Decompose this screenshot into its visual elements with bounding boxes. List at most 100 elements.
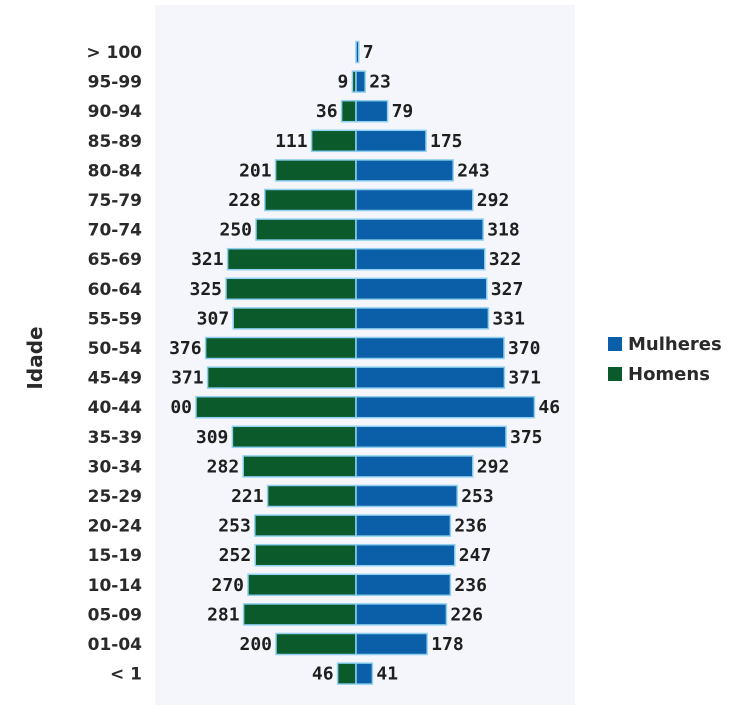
value-label-homens: 111 [275, 131, 308, 152]
age-label: 95-99 [88, 73, 142, 93]
bars-group [195, 40, 536, 685]
bar-mulheres [355, 603, 448, 626]
legend-label-homens: Homens [628, 364, 710, 385]
bar-homens [275, 632, 357, 656]
bar-homens [254, 514, 357, 537]
bar-homens [195, 395, 357, 419]
value-label-mulheres: 243 [457, 160, 490, 181]
bar-homens [336, 662, 357, 685]
bar-mulheres [355, 307, 490, 330]
value-label-mulheres: 7 [363, 42, 374, 63]
value-label-mulheres: 318 [487, 220, 520, 241]
value-label-mulheres: 371 [508, 368, 541, 389]
bar-mulheres [355, 455, 474, 478]
value-label-homens: 221 [231, 486, 264, 507]
bar-homens [340, 99, 357, 123]
age-label: 85-89 [88, 132, 142, 152]
value-label-homens: 250 [219, 220, 252, 241]
bar-homens [274, 159, 357, 182]
bar-mulheres [355, 99, 389, 123]
value-label-homens: 307 [197, 308, 230, 329]
value-label-mulheres: 46 [538, 397, 560, 418]
bar-mulheres [355, 336, 505, 360]
bar-homens [206, 366, 357, 389]
value-label-mulheres: 253 [461, 486, 494, 507]
category-labels: > 100 95-99 90-94 85-89 80-84 75-79 70-74 65-69… [86, 43, 142, 685]
bar-homens [225, 277, 357, 301]
bar-mulheres [355, 425, 507, 449]
age-label: 60-64 [88, 280, 143, 300]
bar-mulheres [355, 129, 427, 153]
bar-mulheres [355, 632, 428, 656]
bar-mulheres [355, 395, 536, 419]
value-label-mulheres: 247 [459, 545, 492, 566]
value-label-homens: 325 [189, 279, 222, 300]
value-label-homens: 00 [170, 397, 192, 418]
legend-swatch-mulheres [608, 337, 622, 351]
value-label-mulheres: 178 [431, 634, 464, 655]
age-label: 70-74 [88, 221, 143, 241]
legend-label-mulheres: Mulheres [628, 334, 722, 355]
value-label-mulheres: 175 [430, 131, 463, 152]
value-label-homens: 9 [338, 72, 349, 93]
age-label: 50-54 [88, 339, 143, 359]
bar-mulheres [355, 543, 456, 567]
value-label-mulheres: 41 [376, 664, 398, 685]
age-label: 35-39 [88, 428, 142, 448]
age-label: 01-04 [88, 635, 143, 655]
legend: Mulheres Homens [608, 334, 722, 385]
value-label-homens: 309 [196, 427, 229, 448]
bar-mulheres [355, 218, 484, 241]
value-label-mulheres: 236 [454, 516, 487, 537]
value-label-mulheres: 327 [491, 279, 524, 300]
value-label-homens: 252 [219, 545, 252, 566]
value-label-mulheres: 236 [454, 575, 487, 596]
age-label: 80-84 [88, 161, 143, 181]
value-label-homens: 282 [207, 456, 240, 477]
bar-homens [231, 425, 357, 449]
bar-mulheres [355, 247, 486, 271]
bar-mulheres [355, 188, 474, 212]
value-label-homens: 376 [169, 338, 202, 359]
value-label-mulheres: 331 [492, 308, 525, 329]
value-label-mulheres: 375 [510, 427, 543, 448]
value-label-mulheres: 79 [392, 101, 414, 122]
value-label-homens: 253 [218, 516, 251, 537]
value-label-homens: 46 [312, 664, 334, 685]
bar-mulheres [355, 484, 458, 508]
value-label-mulheres: 226 [450, 604, 483, 625]
bar-mulheres [355, 159, 454, 182]
bar-homens [242, 603, 357, 626]
value-label-homens: 36 [316, 101, 338, 122]
age-label: 15-19 [88, 546, 142, 566]
age-label: 65-69 [88, 250, 142, 270]
value-label-mulheres: 322 [489, 249, 522, 270]
bar-mulheres [355, 70, 366, 93]
value-label-homens: 371 [171, 368, 204, 389]
age-label: < 1 [110, 665, 142, 685]
value-label-homens: 201 [239, 160, 272, 181]
bar-homens [226, 247, 357, 271]
age-label: 25-29 [88, 487, 142, 507]
age-label: 40-44 [88, 398, 143, 418]
value-label-homens: 281 [207, 604, 240, 625]
age-label: 55-59 [88, 309, 142, 329]
age-label: 20-24 [88, 517, 143, 537]
age-label: 90-94 [88, 102, 143, 122]
age-label: 75-79 [88, 191, 142, 211]
value-label-homens: 200 [239, 634, 272, 655]
age-label: 10-14 [88, 576, 143, 596]
bar-homens [247, 573, 357, 597]
bar-mulheres [355, 573, 452, 597]
value-label-mulheres: 23 [369, 72, 391, 93]
value-label-homens: 321 [191, 249, 224, 270]
y-axis-title: Idade [23, 326, 47, 389]
value-label-mulheres: 292 [477, 190, 510, 211]
bar-homens [310, 129, 357, 153]
bar-homens [255, 218, 357, 241]
age-label: 30-34 [88, 457, 143, 477]
bar-homens [264, 188, 357, 212]
value-label-mulheres: 292 [477, 456, 510, 477]
bar-homens [232, 307, 357, 330]
